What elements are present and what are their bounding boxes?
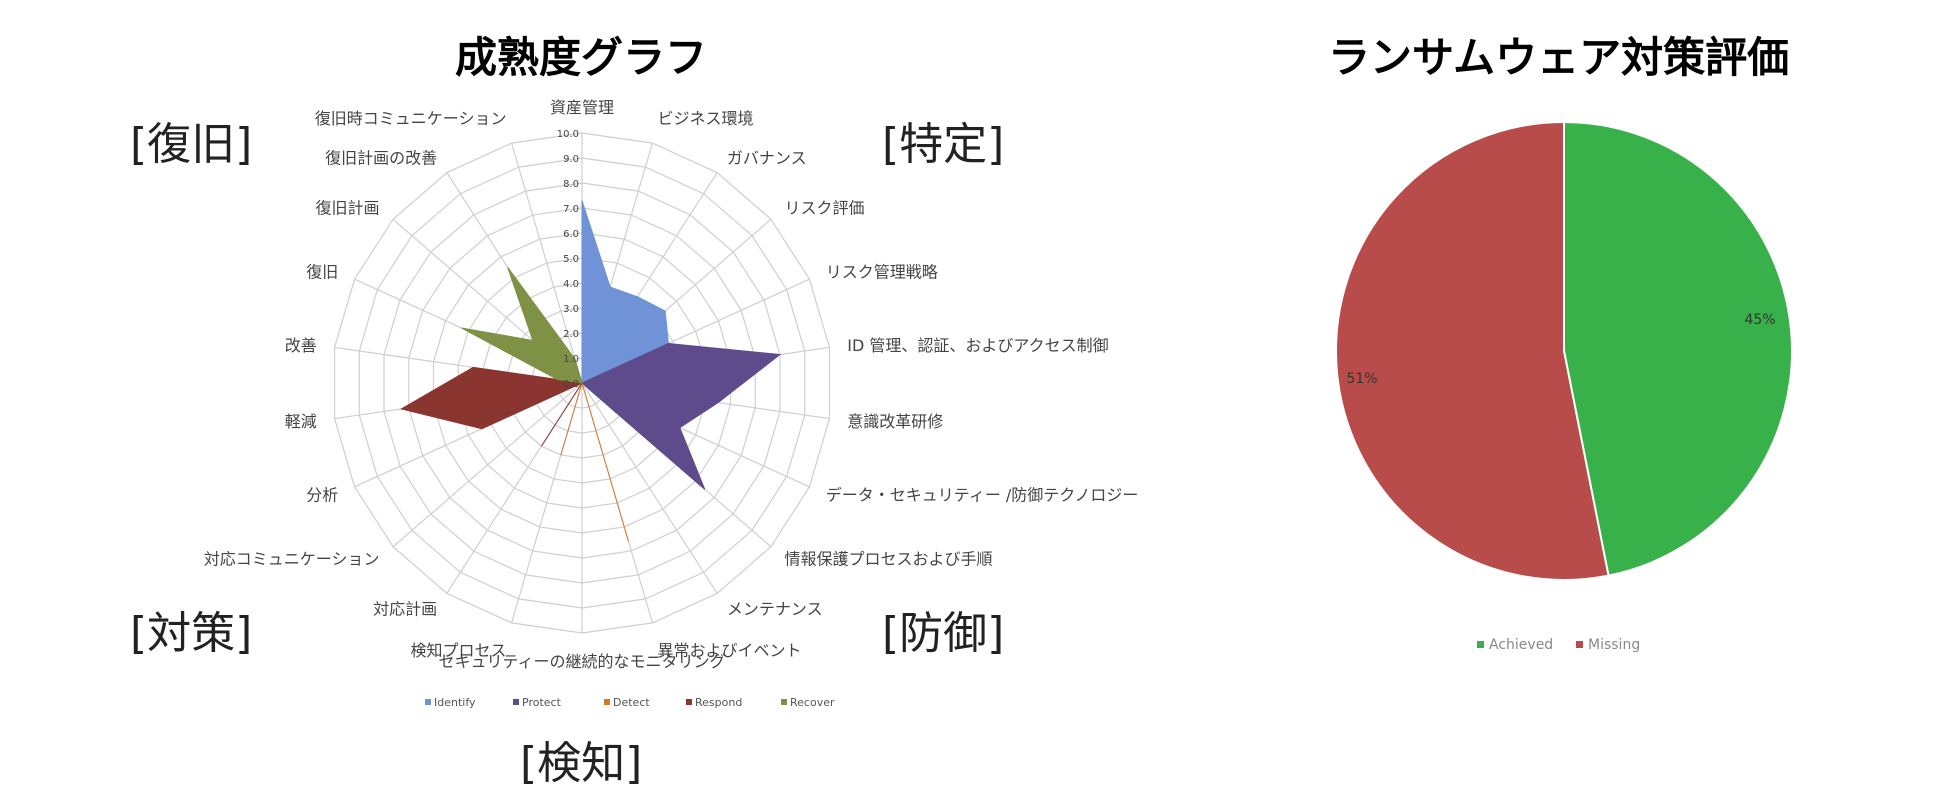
radar-category-label: 対応計画 (373, 599, 437, 618)
legend-swatch-identify (425, 699, 431, 705)
pie-title: ランサムウェア対策評価 (1328, 33, 1790, 82)
radar-tick-label: 1.0 (563, 354, 579, 365)
radar-tick-label: 2.0 (563, 329, 579, 340)
pie-legend-swatch-achieved (1477, 641, 1484, 648)
radar-category-label: 復旧 (306, 263, 338, 282)
legend-label-protect: Protect (522, 696, 562, 709)
group-label-protect: [防御] (882, 608, 1005, 659)
pie-slice-label-achieved: 45% (1744, 312, 1775, 328)
legend-label-recover: Recover (790, 696, 835, 709)
legend-label-detect: Detect (613, 696, 650, 709)
pie-legend-swatch-missing (1576, 641, 1583, 648)
radar-category-label: 復旧計画の改善 (325, 149, 437, 168)
radar-category-label: 対応コミュニケーション (204, 550, 380, 569)
pie-legend-label-achieved: Achieved (1489, 637, 1553, 653)
legend-label-respond: Respond (695, 696, 742, 709)
radar-tick-label: 4.0 (563, 279, 579, 290)
radar-tick-label: 8.0 (563, 179, 579, 190)
radar-category-label: 復旧時コミュニケーション (315, 109, 507, 128)
legend-swatch-respond (686, 699, 692, 705)
radar-category-label: 復旧計画 (315, 198, 379, 217)
radar-tick-label: 9.0 (563, 154, 579, 165)
radar-category-label: 軽減 (285, 412, 317, 431)
legend-swatch-recover (781, 699, 787, 705)
radar-category-label: ビジネス環境 (658, 109, 754, 128)
radar-tick-label: 10.0 (557, 129, 579, 140)
radar-category-label: 情報保護プロセスおよび手順 (785, 550, 993, 569)
group-label-identify: [特定] (882, 119, 1005, 170)
radar-category-label: ID 管理、認証、およびアクセス制御 (847, 336, 1108, 355)
group-label-detect: [検知] (520, 738, 643, 789)
radar-tick-label: 0.0 (563, 379, 579, 390)
radar-category-label: 分析 (306, 485, 338, 504)
radar-title: 成熟度グラフ (455, 33, 708, 82)
radar-tick-label: 6.0 (563, 229, 579, 240)
legend-swatch-protect (513, 699, 519, 705)
radar-category-label: セキュリティーの継続的なモニタリング (438, 652, 725, 671)
pie-legend-label-missing: Missing (1588, 637, 1640, 653)
pie-slice-label-missing: 51% (1346, 371, 1377, 387)
radar-category-label: リスク評価 (785, 198, 865, 217)
group-label-recover: [復旧] (130, 119, 253, 170)
radar-spoke (392, 382, 583, 548)
legend-swatch-detect (604, 699, 610, 705)
pie-slice-achieved (1563, 120, 1793, 577)
legend-label-identify: Identify (434, 696, 476, 709)
radar-tick-label: 3.0 (563, 304, 579, 315)
radar-category-label: 検知プロセス (410, 641, 506, 660)
radar-category-label: ガバナンス (727, 149, 807, 168)
radar-tick-label: 5.0 (563, 254, 579, 265)
radar-series-recover (461, 267, 583, 384)
radar-series-respond (400, 366, 584, 447)
radar-category-label: リスク管理戦略 (826, 263, 938, 282)
radar-category-label: 資産管理 (550, 98, 614, 117)
radar-series-protect (581, 343, 782, 490)
group-label-respond: [対策] (130, 608, 253, 659)
radar-spoke (510, 142, 583, 384)
pie-slice-missing (1335, 120, 1610, 581)
radar-category-label: 異常およびイベント (658, 641, 802, 660)
radar-category-label: 意識改革研修 (847, 412, 943, 431)
radar-category-label: メンテナンス (727, 599, 823, 618)
radar-category-label: データ・セキュリティー /防御テクノロジー (826, 485, 1139, 504)
radar-tick-label: 7.0 (563, 204, 579, 215)
radar-spoke (581, 382, 718, 594)
radar-category-label: 改善 (285, 336, 317, 355)
